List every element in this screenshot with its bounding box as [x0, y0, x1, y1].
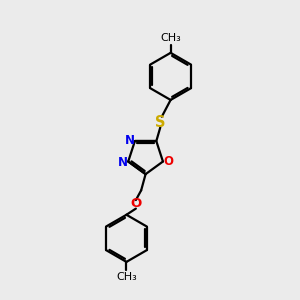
Text: N: N	[118, 156, 128, 169]
Text: O: O	[163, 155, 173, 168]
Text: S: S	[155, 115, 166, 130]
Text: O: O	[130, 197, 142, 210]
Text: CH₃: CH₃	[160, 33, 181, 43]
Text: N: N	[125, 134, 135, 147]
Text: CH₃: CH₃	[116, 272, 137, 282]
